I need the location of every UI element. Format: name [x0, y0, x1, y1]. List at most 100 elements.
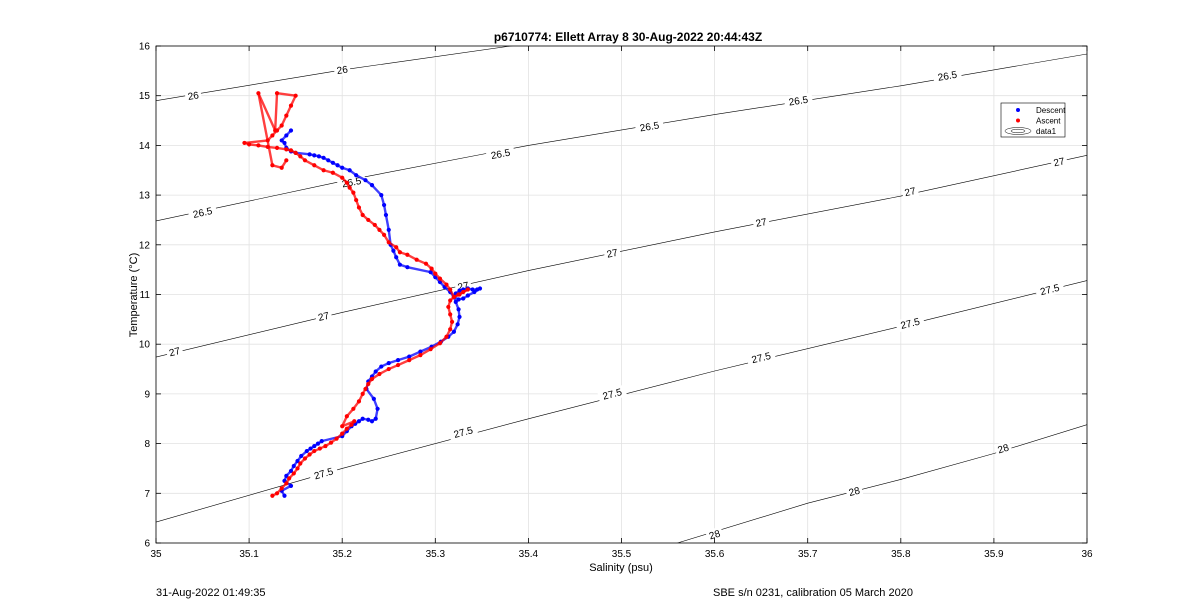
data-point-descent — [304, 448, 309, 454]
data-point-ascent — [312, 448, 317, 454]
data-point-ascent — [446, 304, 451, 310]
contour-label: 26.5 — [192, 206, 214, 221]
contour-label: 27.5 — [453, 425, 475, 441]
data-point-descent — [379, 364, 384, 369]
data-point-ascent — [377, 371, 382, 377]
data-point-descent — [282, 493, 287, 498]
y-tick-label: 6 — [144, 539, 150, 550]
data-point-descent — [312, 443, 317, 449]
footer-timestamp: 31-Aug-2022 01:49:35 — [156, 587, 266, 599]
data-point-descent — [295, 458, 300, 464]
data-point-descent — [335, 163, 340, 168]
data-point-ascent — [372, 222, 377, 228]
data-point-descent — [299, 453, 304, 459]
data-point-ascent — [395, 362, 401, 368]
series-link-ascent — [257, 92, 274, 167]
x-tick-label: 36 — [1081, 549, 1093, 560]
data-point-ascent — [270, 163, 275, 168]
contour-label-bg — [485, 145, 516, 163]
contour-label-bg — [783, 92, 814, 109]
data-point-descent — [307, 152, 312, 157]
data-point-descent — [457, 314, 462, 319]
contour-label: 27.5 — [313, 466, 335, 482]
data-point-descent — [284, 133, 289, 138]
contour-label-bg — [705, 526, 725, 543]
footer-calibration: SBE s/n 0231, calibration 05 March 2020 — [713, 587, 913, 599]
contour-label-bg — [184, 88, 203, 103]
data-point-descent — [383, 212, 389, 218]
data-point-descent — [456, 297, 461, 302]
data-point-descent — [395, 358, 401, 363]
y-axis-label: Temperature (°C) — [128, 253, 140, 337]
data-point-descent — [457, 288, 462, 293]
data-point-ascent — [423, 261, 429, 266]
data-point-ascent — [418, 353, 423, 358]
series-link-ascent — [243, 139, 269, 145]
series-link-ascent — [257, 92, 277, 132]
data-point-descent — [369, 183, 375, 188]
data-point-ascent — [461, 289, 466, 295]
data-point-ascent — [366, 381, 371, 387]
data-point-ascent — [284, 147, 289, 152]
x-tick-label: 35.3 — [426, 549, 446, 560]
data-point-ascent — [321, 168, 326, 173]
data-point-descent — [284, 473, 289, 479]
data-point-ascent — [351, 406, 356, 411]
legend-label-ascent: Ascent — [1036, 117, 1061, 126]
data-point-ascent — [429, 266, 434, 271]
data-point-descent — [288, 483, 294, 488]
contour-label-bg — [187, 203, 218, 222]
contour-label-bg — [901, 184, 920, 200]
data-point-ascent — [270, 493, 275, 498]
contour-label: 28 — [848, 485, 862, 499]
data-point-descent — [418, 349, 423, 354]
data-point-descent — [477, 286, 483, 291]
contour-label-bg — [993, 440, 1013, 457]
legend-label-descent: Descent — [1036, 106, 1066, 115]
data-point-ascent — [273, 128, 278, 133]
data-point-ascent — [291, 471, 296, 476]
series-link-ascent — [275, 92, 297, 97]
data-point-ascent — [377, 227, 382, 232]
data-point-descent — [356, 419, 362, 424]
legend-marker-ascent — [1016, 118, 1020, 123]
legend-box — [1000, 102, 1066, 138]
data-point-descent — [472, 289, 477, 295]
data-point-ascent — [265, 138, 270, 143]
data-point-descent — [453, 299, 458, 305]
data-point-descent — [366, 417, 371, 422]
contour-label: 27.5 — [1039, 283, 1061, 298]
data-point-ascent — [444, 282, 449, 287]
series-link-descent — [384, 213, 390, 232]
data-point-descent — [360, 416, 365, 421]
data-point-descent — [282, 140, 287, 146]
data-point-ascent — [369, 376, 375, 382]
data-point-ascent — [437, 341, 443, 346]
legend-marker-descent — [1016, 108, 1020, 112]
data-point-ascent — [256, 91, 261, 96]
data-point-ascent — [414, 257, 419, 262]
data-point-descent — [316, 154, 322, 159]
x-tick-label: 35.8 — [891, 549, 911, 560]
data-point-ascent — [386, 240, 391, 245]
data-point-descent — [405, 265, 410, 270]
data-point-ascent — [360, 391, 365, 396]
data-point-ascent — [397, 250, 403, 255]
data-point-ascent — [274, 145, 280, 150]
y-tick-label: 11 — [140, 290, 151, 301]
data-point-ascent — [448, 298, 453, 303]
contour-label: 26.5 — [639, 120, 660, 134]
contour-label: 27.5 — [751, 351, 773, 366]
series-link-descent — [370, 183, 383, 197]
data-point-descent — [373, 416, 378, 421]
data-point-ascent — [312, 163, 317, 168]
x-axis-label: Salinity (psu) — [589, 562, 653, 574]
data-point-descent — [363, 178, 368, 183]
density-contours: 26 26 26.5 26.5 26.5 26.5 26.5 26.5 27 27 27 27 27 27… — [156, 46, 1087, 543]
data-point-descent — [319, 439, 324, 444]
series-ascent — [242, 91, 470, 498]
contour-label-bg — [1049, 154, 1069, 170]
data-point-descent — [315, 441, 321, 446]
